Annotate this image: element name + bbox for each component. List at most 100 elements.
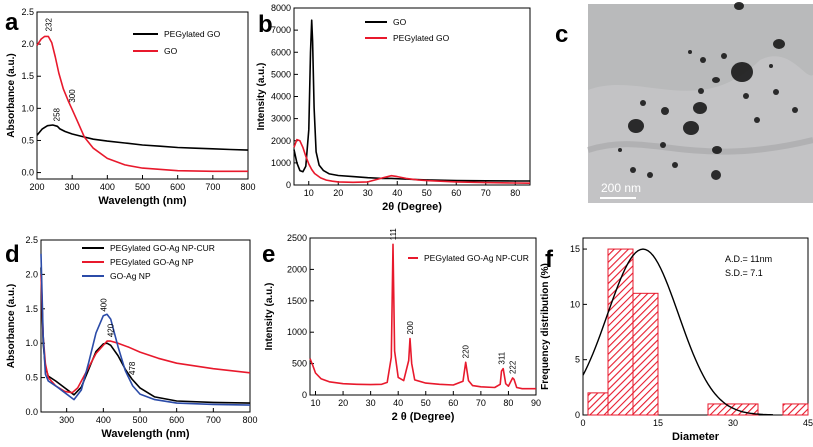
x-tick-label-d: 600 (169, 415, 184, 425)
y-tick-label-d: 0.0 (25, 407, 38, 417)
nanoparticle (773, 89, 779, 95)
series-line-b-1 (293, 138, 531, 184)
nanoparticle (734, 2, 744, 10)
y-tick-label-b: 8000 (271, 3, 291, 13)
peak-label-e: 220 (462, 344, 471, 358)
x-tick-label-e: 90 (531, 398, 541, 408)
histogram-bar (632, 292, 659, 416)
legend-label-d-1: PEGylated GO-Ag NP (110, 257, 194, 267)
y-tick-label-e: 1500 (287, 296, 307, 306)
nanoparticle (711, 170, 721, 180)
x-tick-label-b: 40 (392, 188, 402, 198)
y-axis-title-f: Frequency distribution (%) (540, 263, 551, 390)
y-tick-label-a: 2.5 (21, 7, 34, 17)
y-tick-label-d: 1.0 (25, 338, 38, 348)
histogram-bar (782, 403, 809, 416)
y-tick-label-a: 1.5 (21, 71, 34, 81)
nanoparticle (628, 119, 644, 133)
x-tick-label-e: 60 (448, 398, 458, 408)
nanoparticle (688, 50, 692, 54)
x-tick-label-e: 30 (366, 398, 376, 408)
y-tick-label-d: 0.5 (25, 373, 38, 383)
nanoparticle (712, 146, 722, 154)
x-tick-label-f: 0 (580, 418, 585, 428)
nanoparticle (683, 121, 699, 135)
x-tick-label-e: 10 (311, 398, 321, 408)
y-axis-title-e: Intensity (a.u.) (264, 283, 275, 351)
x-tick-label-d: 500 (132, 415, 147, 425)
histogram-bar (707, 403, 759, 416)
nanoparticle (743, 93, 749, 99)
x-tick-label-d: 800 (242, 415, 257, 425)
tem-film-fold (587, 137, 813, 155)
nanoparticle (700, 57, 706, 63)
y-axis-title-a: Absorbance (a.u.) (6, 53, 17, 137)
x-tick-label-b: 60 (451, 188, 461, 198)
x-tick-label-a: 800 (240, 182, 255, 192)
y-tick-label-d: 2.0 (25, 269, 38, 279)
x-tick-label-b: 50 (422, 188, 432, 198)
x-tick-label-d: 700 (206, 415, 221, 425)
nanoparticle (698, 88, 704, 94)
x-axis-title-d: Wavelength (nm) (101, 428, 190, 440)
y-tick-label-b: 7000 (271, 25, 291, 35)
x-tick-label-e: 50 (421, 398, 431, 408)
peak-label-a: 232 (44, 18, 53, 32)
x-tick-label-e: 80 (503, 398, 513, 408)
y-tick-label-e: 0 (302, 390, 307, 400)
scale-bar-label: 200 nm (601, 181, 641, 195)
stat-label: A.D.= 11nm (725, 254, 772, 264)
nanoparticle (672, 162, 678, 168)
y-tick-label-b: 2000 (271, 136, 291, 146)
panel-label-c: c (555, 21, 568, 48)
y-tick-label-d: 2.5 (25, 235, 38, 245)
nanoparticle (712, 77, 720, 83)
nanoparticle (754, 117, 760, 123)
series-line-a-0 (36, 124, 249, 151)
x-tick-label-a: 600 (170, 182, 185, 192)
series-line-e-0 (309, 243, 536, 390)
peak-label-a: 300 (68, 89, 77, 103)
x-tick-label-a: 500 (135, 182, 150, 192)
peak-label-d: 400 (99, 298, 108, 312)
panel-label-a: a (5, 9, 19, 36)
y-tick-label-a: 1.0 (21, 103, 34, 113)
series-line-d-0 (40, 267, 251, 404)
y-tick-label-b: 1000 (271, 158, 291, 168)
nanoparticle (721, 53, 727, 59)
x-axis-title-b: 2θ (Degree) (382, 201, 442, 213)
legend-label-d-0: PEGylated GO-Ag NP-CUR (110, 243, 215, 253)
y-tick-label-e: 2500 (287, 233, 307, 243)
y-tick-label-f: 15 (570, 244, 580, 254)
nanoparticle (640, 100, 646, 106)
panel-label-f: f (545, 246, 554, 273)
y-tick-label-b: 5000 (271, 69, 291, 79)
peak-label-e: 311 (498, 351, 507, 364)
series-line-d-2 (40, 253, 251, 406)
histogram-bar (587, 392, 609, 416)
y-tick-label-a: 0.5 (21, 135, 34, 145)
panel-label-d: d (5, 241, 20, 268)
peak-label-d: 420 (107, 323, 116, 337)
nanoparticle (773, 39, 785, 49)
legend-label-a-1: GO (164, 46, 178, 56)
x-tick-label-b: 20 (333, 188, 343, 198)
x-tick-label-e: 70 (476, 398, 486, 408)
y-tick-label-f: 10 (570, 299, 580, 309)
y-axis-title-d: Absorbance (a.u.) (6, 284, 17, 368)
x-tick-label-d: 300 (59, 415, 74, 425)
plot-frame-f (582, 237, 809, 416)
legend-label-e-0: PEGylated GO-Ag NP-CUR (424, 253, 529, 263)
histogram-bar (607, 248, 634, 416)
legend-label-a-0: PEGylated GO (164, 29, 221, 39)
y-axis-title-b: Intensity (a.u.) (256, 63, 267, 131)
peak-label-e: 111 (389, 228, 398, 241)
y-tick-label-e: 500 (292, 359, 307, 369)
peak-label-e: 200 (406, 321, 415, 335)
x-tick-label-f: 15 (653, 418, 663, 428)
peak-label-e: 222 (509, 360, 518, 374)
x-tick-label-d: 400 (96, 415, 111, 425)
y-tick-label-a: 2.0 (21, 39, 34, 49)
y-tick-label-e: 2000 (287, 264, 307, 274)
